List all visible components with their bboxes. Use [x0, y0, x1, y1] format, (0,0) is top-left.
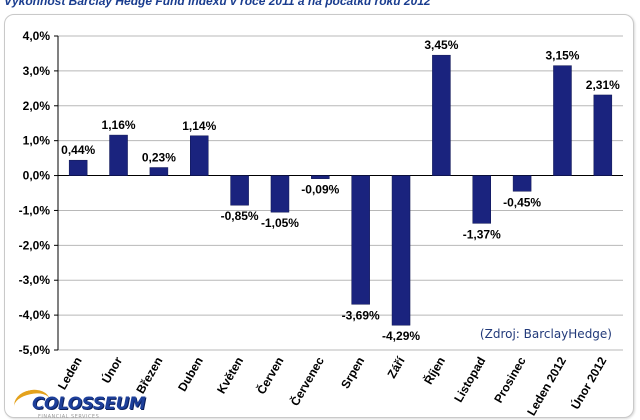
data-label: 1,14% [182, 119, 216, 133]
category-label: Září [385, 354, 408, 381]
y-tick-label: -4,0% [19, 308, 51, 322]
y-tick-label: -5,0% [19, 343, 51, 357]
y-tick-label: 0,0% [23, 169, 51, 183]
logo-subtext: FINANCIAL SERVICES [38, 414, 100, 420]
data-label: 0,44% [61, 143, 95, 157]
data-label: -0,85% [221, 209, 259, 223]
y-tick-label: 4,0% [23, 29, 51, 43]
category-label: Duben [175, 355, 206, 394]
bar [351, 175, 370, 305]
category-label: Listopad [451, 355, 488, 405]
bar [190, 135, 209, 176]
chart-title-strip: Výkonnost Barclay Hedge Fund Indexu v ro… [0, 0, 640, 14]
bar [109, 134, 128, 176]
chart-title: Výkonnost Barclay Hedge Fund Indexu v ro… [4, 0, 431, 8]
category-label: Červenec [287, 354, 327, 409]
bar [593, 94, 613, 176]
bar [270, 175, 290, 213]
bar [472, 175, 491, 224]
data-label: 3,45% [424, 38, 458, 52]
data-label: -0,09% [301, 183, 339, 197]
bar [230, 175, 249, 206]
y-tick-label: 3,0% [23, 64, 51, 78]
bar [149, 167, 169, 176]
data-label: -4,29% [382, 329, 420, 343]
data-label: 1,16% [102, 118, 136, 132]
category-label: Říjen [420, 354, 448, 387]
category-label: Leden [55, 355, 85, 393]
data-label: -1,37% [463, 227, 501, 241]
bar [553, 65, 572, 176]
y-tick-label: 2,0% [23, 99, 51, 113]
bar [68, 159, 88, 176]
data-label: -1,05% [261, 216, 299, 230]
bar [512, 175, 532, 192]
bar [391, 175, 411, 326]
plot-area [58, 36, 623, 350]
category-label: Prosinec [491, 354, 529, 405]
data-label: 3,15% [545, 49, 579, 63]
category-label: Leden 2012 [524, 354, 569, 418]
colosseum-logo: COLOSSEUM FINANCIAL SERVICES [8, 386, 158, 420]
data-label: -3,69% [342, 308, 380, 322]
category-label: Únor 2012 [567, 354, 609, 412]
y-tick-label: 1,0% [23, 134, 51, 148]
y-tick-label: -2,0% [19, 238, 51, 252]
bar [311, 175, 330, 179]
category-label: Červen [253, 354, 286, 397]
logo-wordmark: COLOSSEUM [32, 394, 146, 414]
y-tick-label: -1,0% [19, 203, 51, 217]
data-label: -0,45% [503, 195, 541, 209]
bar [432, 54, 451, 176]
source-note: (Zdroj: BarclayHedge) [480, 327, 612, 341]
y-tick-label: -3,0% [19, 273, 51, 287]
data-label: 2,31% [586, 78, 620, 92]
category-label: Srpen [338, 355, 367, 391]
category-label: Únor [98, 354, 125, 386]
category-label: Květen [214, 355, 246, 397]
data-label: 0,23% [142, 151, 176, 165]
